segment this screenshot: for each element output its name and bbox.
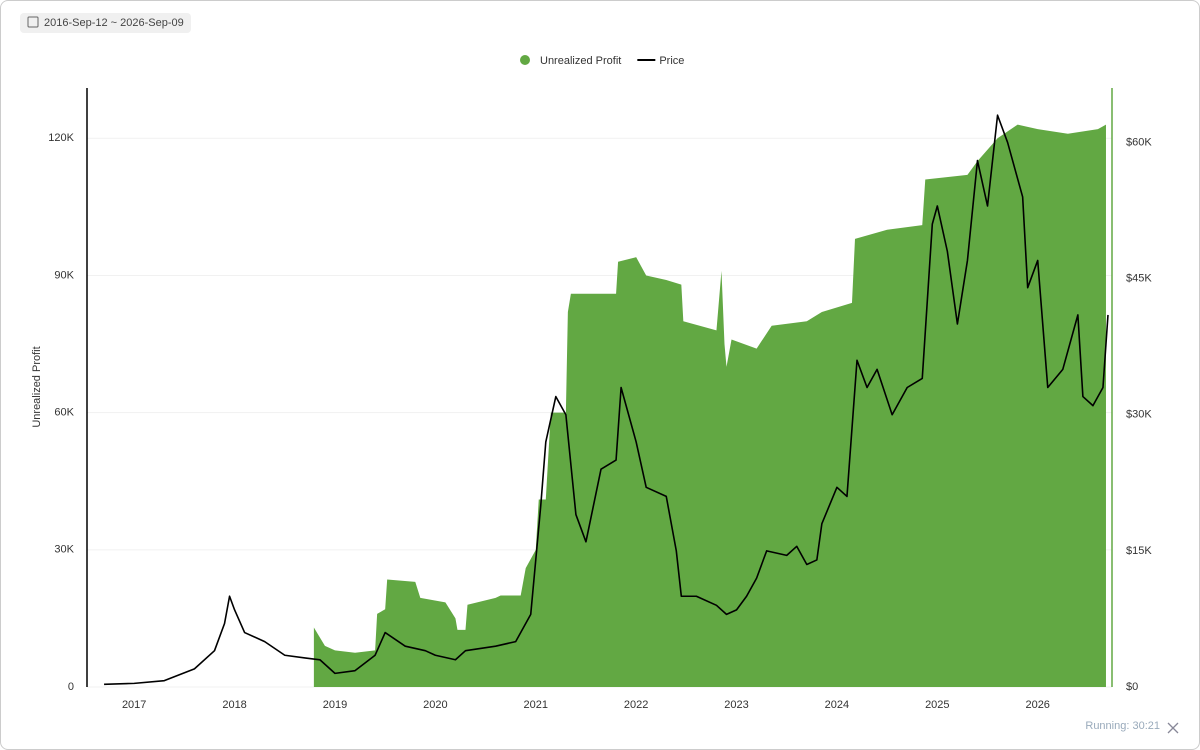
y2-tick-label: $0 [1126, 681, 1138, 693]
y-axis-label: Unrealized Profit [31, 346, 43, 427]
close-icon[interactable] [1167, 722, 1179, 734]
y2-tick-label: $60K [1126, 136, 1152, 148]
x-tick-label: 2019 [323, 699, 347, 711]
line [104, 114, 1109, 686]
date-range[interactable]: 2016-Sep-12 ~ 2026-Sep-09 [20, 13, 191, 33]
y-tick-label: 90K [54, 269, 74, 281]
legend-swatch [520, 55, 530, 65]
y2-tick-label: $30K [1126, 409, 1152, 421]
x-tick-label: 2018 [222, 699, 246, 711]
y2-tick-label: $15K [1126, 545, 1152, 557]
legend-label: Unrealized Profit [540, 55, 621, 67]
y-tick-label: 60K [54, 407, 74, 419]
x-tick-label: 2020 [423, 699, 447, 711]
y-tick-label: 30K [54, 544, 74, 556]
status: Running: 30:21 [1085, 720, 1160, 732]
x-tick-label: 2024 [825, 699, 849, 711]
x-tick-label: 2022 [624, 699, 648, 711]
x-tick-label: 2023 [724, 699, 748, 711]
legend-label: Price [659, 55, 684, 67]
x-tick-label: 2017 [122, 699, 146, 711]
y-tick-label: 120K [48, 132, 74, 144]
calendar-icon [27, 16, 39, 28]
x-tick-label: 2025 [925, 699, 949, 711]
y-tick-label: 0 [68, 681, 74, 693]
y2-tick-label: $45K [1126, 272, 1152, 284]
area [313, 124, 1106, 688]
x-tick-label: 2021 [524, 699, 548, 711]
x-tick-label: 2026 [1025, 699, 1049, 711]
